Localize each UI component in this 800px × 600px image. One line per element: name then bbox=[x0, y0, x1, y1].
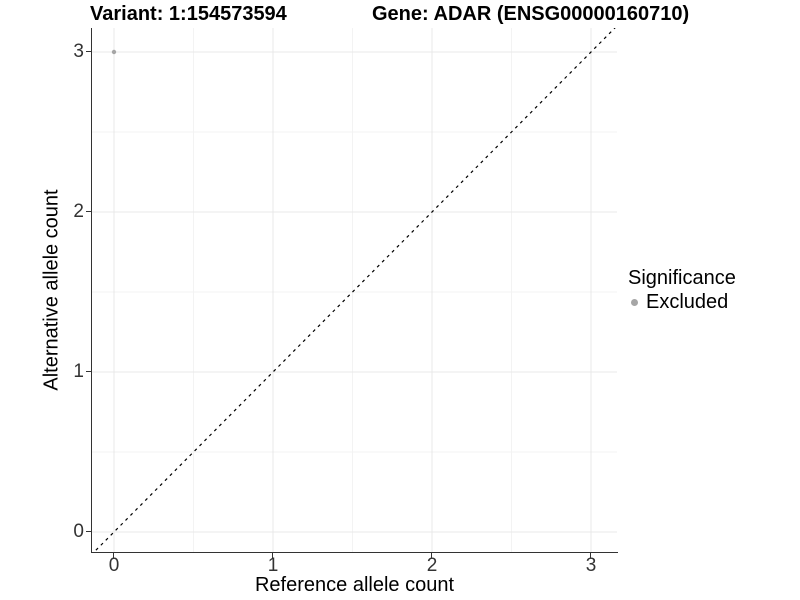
y-axis-tick-label: 2 bbox=[73, 201, 84, 222]
plot-panel bbox=[92, 28, 617, 552]
y-axis-title: Alternative allele count bbox=[40, 189, 63, 391]
y-axis-tick-label: 1 bbox=[73, 361, 84, 382]
excluded-point-swatch-icon bbox=[631, 299, 638, 306]
legend-item-label: Excluded bbox=[646, 291, 729, 313]
plot-area-svg bbox=[92, 28, 617, 552]
gene-title: Gene: ADAR (ENSG00000160710) bbox=[372, 3, 690, 25]
y-axis-tick bbox=[86, 371, 91, 372]
y-axis-tick bbox=[86, 531, 91, 532]
x-axis-tick-label: 0 bbox=[108, 555, 120, 576]
variant-title: Variant: 1:154573594 bbox=[90, 3, 287, 25]
x-axis-tick bbox=[272, 553, 273, 558]
legend: Significance Excluded bbox=[628, 267, 798, 314]
legend-item-excluded: Excluded bbox=[628, 291, 798, 314]
x-axis-title: Reference allele count bbox=[254, 574, 454, 596]
x-axis-tick bbox=[113, 553, 114, 558]
identity-reference-line bbox=[93, 28, 616, 552]
x-axis-tick-label: 3 bbox=[585, 555, 597, 576]
y-axis-tick bbox=[86, 51, 91, 52]
legend-title: Significance bbox=[628, 267, 736, 289]
data-point bbox=[111, 49, 117, 55]
y-axis-tick bbox=[86, 211, 91, 212]
x-axis-line bbox=[91, 552, 618, 553]
x-axis-tick bbox=[431, 553, 432, 558]
x-axis-tick bbox=[590, 553, 591, 558]
y-axis-line bbox=[91, 28, 92, 553]
y-axis-tick-label: 0 bbox=[73, 521, 84, 542]
x-axis-tick-label: 2 bbox=[426, 555, 438, 576]
y-axis-tick-label: 3 bbox=[73, 41, 84, 62]
x-axis-tick-label: 1 bbox=[267, 555, 279, 576]
